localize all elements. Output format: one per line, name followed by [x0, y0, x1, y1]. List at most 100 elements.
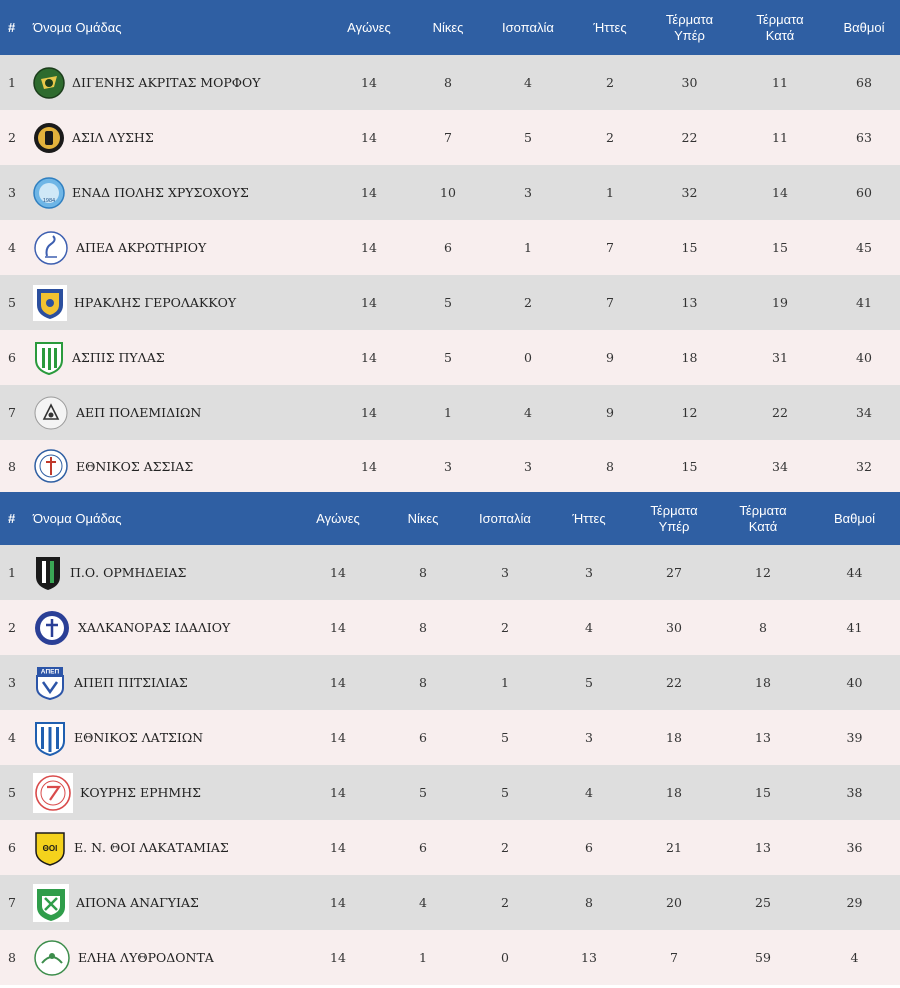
- cell-goals-for: 27: [666, 565, 682, 580]
- cell-goals-for: 20: [666, 895, 682, 910]
- team-cell: ΑΠΕΑ ΑΚΡΩΤΗΡΙΟΥ: [33, 220, 325, 275]
- team-name[interactable]: ΕΘΝΙΚΟΣ ΑΣΣΙΑΣ: [76, 458, 194, 474]
- header-position[interactable]: #: [8, 19, 16, 35]
- row-position: 8: [8, 458, 16, 474]
- cell-goals-against: 22: [772, 405, 788, 420]
- header-goals-against[interactable]: Τέρματα Κατά: [717, 492, 809, 545]
- cell-losses: 2: [606, 75, 614, 90]
- cell-draws: 5: [524, 130, 532, 145]
- cell-played: 14: [330, 675, 346, 690]
- cell-draws: 4: [524, 405, 532, 420]
- cell-goals-for: 18: [681, 350, 698, 365]
- table-row: 7 ΑΠΟΝΑ ΑΝΑΓΥΙΑΣ 14 4 2 8 20 25 29: [0, 875, 900, 930]
- header-wins[interactable]: Νίκες: [407, 510, 439, 526]
- header-played[interactable]: Αγώνες: [316, 510, 360, 526]
- cell-goals-against: 14: [772, 185, 788, 200]
- row-position: 6: [8, 350, 16, 365]
- team-name[interactable]: ΕΘΝΙΚΟΣ ΛΑΤΣΙΩΝ: [74, 730, 204, 745]
- header-goals-against-line1: Τέρματα: [756, 11, 804, 27]
- cell-losses: 4: [585, 620, 593, 635]
- asil-crest-icon: [34, 122, 64, 153]
- standings-table-1: # Όνομα Ομάδας Αγώνες Νίκες Ισοπαλία Ήττ…: [0, 0, 900, 492]
- cell-played: 14: [330, 785, 346, 800]
- header-losses[interactable]: Ήττες: [572, 510, 606, 526]
- cell-wins: 7: [444, 130, 452, 145]
- cell-goals-for: 32: [681, 185, 698, 200]
- header-points[interactable]: Βαθμοί: [833, 510, 876, 526]
- chalkanoras-crest-icon: [35, 610, 69, 645]
- cell-wins: 6: [419, 840, 427, 855]
- header-goals-for-line1: Τέρματα: [650, 502, 698, 518]
- cell-points: 38: [846, 785, 863, 800]
- svg-text:ΑΠΕΠ: ΑΠΕΠ: [41, 668, 60, 675]
- cell-played: 14: [361, 295, 377, 310]
- cell-wins: 8: [419, 620, 427, 635]
- thoi-crest-icon: ΘΟΙ: [35, 831, 65, 866]
- cell-wins: 8: [419, 565, 427, 580]
- team-name[interactable]: ΧΑΛΚΑΝΟΡΑΣ ΙΔΑΛΙΟΥ: [78, 620, 231, 635]
- header-draws[interactable]: Ισοπαλία: [502, 19, 554, 35]
- cell-draws: 5: [501, 730, 509, 745]
- cell-points: 41: [846, 620, 863, 635]
- cell-points: 63: [856, 130, 872, 145]
- cell-losses: 8: [585, 895, 593, 910]
- table-row: 1 Π.Ο. ΟΡΜΗΔΕΙΑΣ 14 8 3 3 27 12 44: [0, 545, 900, 600]
- team-cell: ΑΠΕΠ ΑΠΕΠ ΠΙΤΣΙΛΙΑΣ: [33, 655, 293, 710]
- cell-goals-for: 12: [681, 405, 698, 420]
- table-header-row: # Όνομα Ομάδας Αγώνες Νίκες Ισοπαλία Ήττ…: [0, 492, 900, 545]
- cell-played: 14: [361, 130, 377, 145]
- header-goals-for[interactable]: Τέρματα Υπέρ: [631, 492, 717, 545]
- header-goals-against[interactable]: Τέρματα Κατά: [732, 0, 828, 55]
- team-name[interactable]: ΚΟΥΡΗΣ ΕΡΗΜΗΣ: [80, 785, 201, 800]
- cell-points: 34: [856, 405, 872, 420]
- header-played[interactable]: Αγώνες: [347, 19, 391, 35]
- cell-goals-against: 11: [772, 75, 788, 90]
- team-name[interactable]: ΑΣΠΙΣ ΠΥΛΑΣ: [72, 350, 165, 365]
- cell-goals-against: 19: [772, 295, 788, 310]
- team-name[interactable]: ΑΠΕΠ ΠΙΤΣΙΛΙΑΣ: [74, 675, 188, 690]
- header-wins[interactable]: Νίκες: [432, 19, 464, 35]
- team-cell: ΑΕΠ ΠΟΛΕΜΙΔΙΩΝ: [33, 385, 325, 440]
- header-draws[interactable]: Ισοπαλία: [479, 510, 531, 526]
- team-name[interactable]: ΗΡΑΚΛΗΣ ΓΕΡΟΛΑΚΚΟΥ: [74, 295, 237, 310]
- table-row: 4 ΕΘΝΙΚΟΣ ΛΑΤΣΙΩΝ 14 6 5 3 18 13 39: [0, 710, 900, 765]
- ethnikos-assias-crest-icon: [34, 449, 68, 483]
- cell-points: 36: [846, 840, 863, 855]
- apea-crest-icon: [34, 230, 68, 265]
- header-goals-against-line2: Κατά: [748, 518, 778, 534]
- cell-wins: 5: [444, 350, 452, 365]
- team-name[interactable]: ΑΠΕΑ ΑΚΡΩΤΗΡΙΟΥ: [76, 240, 207, 255]
- row-position: 5: [8, 785, 16, 800]
- team-name[interactable]: ΑΠΟΝΑ ΑΝΑΓΥΙΑΣ: [76, 895, 199, 910]
- cell-losses: 13: [581, 950, 597, 965]
- team-name[interactable]: ΕΛΗΑ ΛΥΘΡΟΔΟΝΤΑ: [78, 950, 214, 965]
- table-row: 3 1984 ΕΝΑΔ ΠΟΛΗΣ ΧΡΥΣΟΧΟΥΣ 14 10 3 1 32…: [0, 165, 900, 220]
- header-position[interactable]: #: [8, 510, 16, 526]
- row-position: 8: [8, 950, 16, 965]
- header-team-name[interactable]: Όνομα Ομάδας: [33, 510, 122, 526]
- team-name[interactable]: Ε. Ν. ΘΟΙ ΛΑΚΑΤΑΜΙΑΣ: [74, 840, 229, 855]
- cell-draws: 1: [524, 240, 532, 255]
- team-name[interactable]: ΑΕΠ ΠΟΛΕΜΙΔΙΩΝ: [76, 405, 202, 420]
- ethnikos-latsion-crest-icon: [35, 721, 65, 756]
- team-name[interactable]: ΕΝΑΔ ΠΟΛΗΣ ΧΡΥΣΟΧΟΥΣ: [72, 185, 249, 200]
- cell-draws: 2: [501, 895, 509, 910]
- team-name[interactable]: Π.Ο. ΟΡΜΗΔΕΙΑΣ: [70, 565, 187, 580]
- table-row: 2 ΧΑΛΚΑΝΟΡΑΣ ΙΔΑΛΙΟΥ 14 8 2 4 30 8 41: [0, 600, 900, 655]
- cell-goals-for: 22: [666, 675, 682, 690]
- cell-draws: 0: [501, 950, 509, 965]
- header-points[interactable]: Βαθμοί: [843, 19, 885, 35]
- svg-text:1984: 1984: [43, 198, 55, 204]
- header-team-name[interactable]: Όνομα Ομάδας: [33, 19, 122, 35]
- team-name[interactable]: ΑΣΙΛ ΛΥΣΗΣ: [72, 130, 154, 145]
- row-position: 1: [8, 565, 16, 580]
- header-goals-for-line1: Τέρματα: [665, 11, 714, 27]
- header-goals-for[interactable]: Τέρματα Υπέρ: [647, 0, 732, 55]
- team-name[interactable]: ΔΙΓΕΝΗΣ ΑΚΡΙΤΑΣ ΜΟΡΦΟΥ: [72, 75, 261, 90]
- cell-draws: 1: [501, 675, 509, 690]
- header-losses[interactable]: Ήττες: [593, 19, 627, 35]
- cell-draws: 0: [524, 350, 532, 365]
- cell-wins: 1: [444, 405, 452, 420]
- team-cell: ΑΠΟΝΑ ΑΝΑΓΥΙΑΣ: [33, 875, 293, 930]
- table-row: 4 ΑΠΕΑ ΑΚΡΩΤΗΡΙΟΥ 14 6 1 7 15 15 45: [0, 220, 900, 275]
